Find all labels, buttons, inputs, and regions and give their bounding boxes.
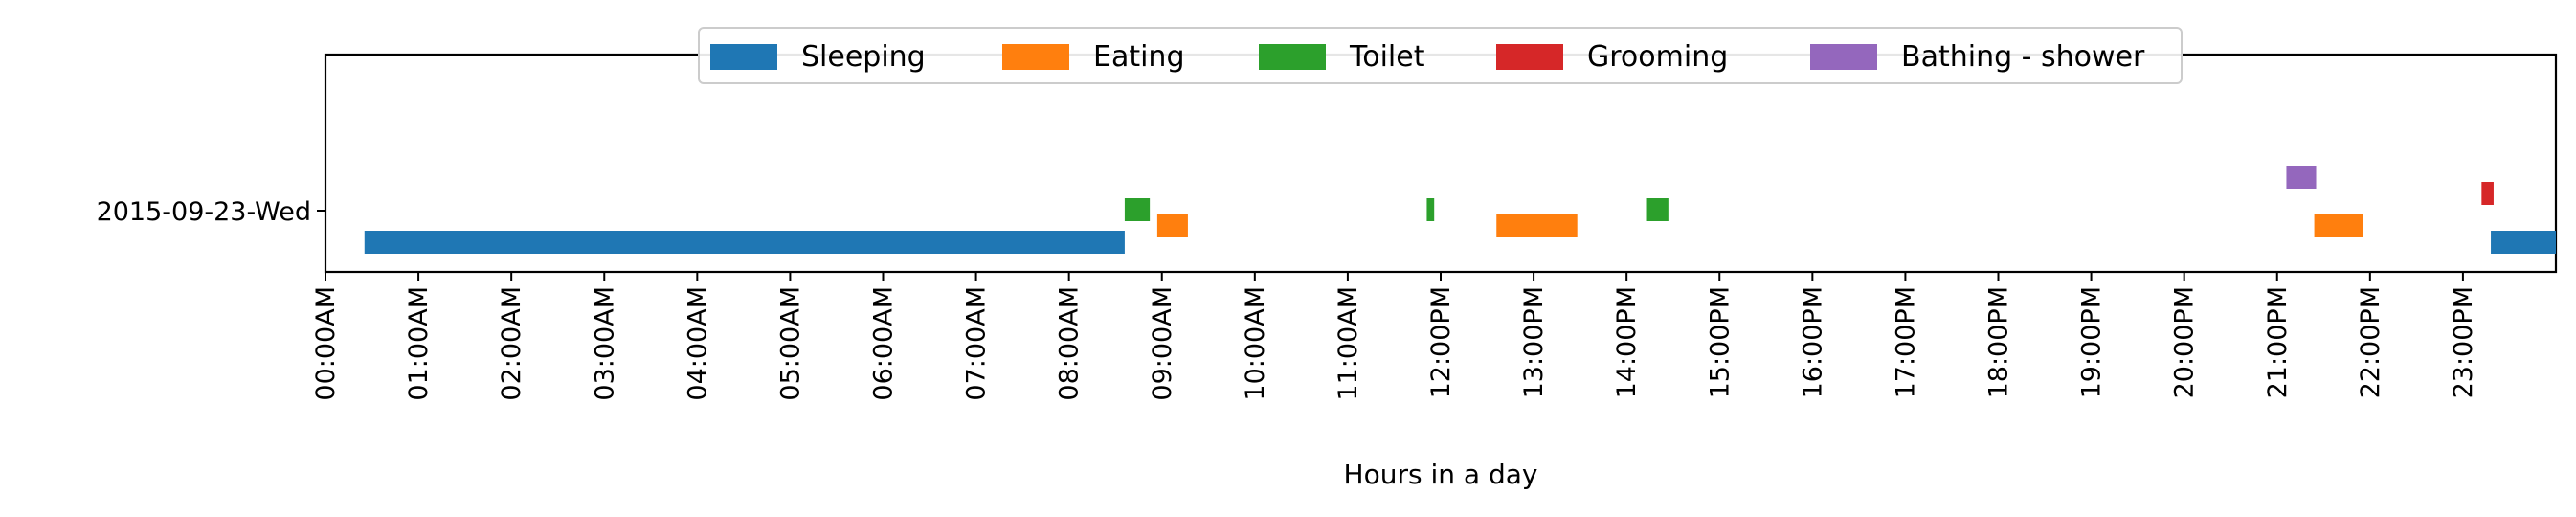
legend-label: Toilet: [1349, 40, 1425, 74]
bar-sleeping-2: [2491, 231, 2556, 254]
bar-eating-2: [1496, 214, 1578, 237]
x-tick-label: 23:00PM: [2449, 286, 2478, 398]
x-tick-label: 04:00AM: [683, 286, 712, 401]
legend: Sleeping Eating Toilet Grooming Bathing - sh…: [698, 27, 2183, 84]
x-tick-label: 07:00AM: [962, 286, 992, 401]
x-tick-label: 22:00PM: [2356, 286, 2386, 398]
x-tick-label: 10:00AM: [1241, 286, 1270, 401]
bar-toilet-3: [1646, 198, 1669, 221]
bar-bathing-shower-1: [2286, 166, 2317, 189]
x-tick-label: 00:00AM: [311, 286, 341, 401]
legend-swatch: [710, 44, 777, 70]
x-tick-label: 09:00AM: [1148, 286, 1177, 401]
activity-bars: [364, 166, 2556, 254]
bar-eating-1: [1156, 214, 1188, 237]
bar-grooming-1: [2481, 182, 2494, 205]
legend-label: Grooming: [1587, 40, 1728, 74]
x-tick-label: 16:00PM: [1798, 286, 1827, 398]
x-tick-label: 20:00PM: [2170, 286, 2200, 398]
x-tick-label: 01:00AM: [404, 286, 434, 401]
x-axis: 00:00AM 01:00AM 02:00AM 03:00AM 04:00AM 05:00…: [311, 272, 2478, 401]
bar-toilet-2: [1426, 198, 1435, 221]
y-axis: 2015-09-23-Wed: [97, 197, 325, 227]
bar-sleeping-1: [364, 231, 1125, 254]
bar-toilet-1: [1124, 198, 1151, 221]
legend-label: Eating: [1093, 40, 1185, 74]
x-tick-label: 05:00AM: [775, 286, 805, 401]
x-tick-label: 12:00PM: [1426, 286, 1456, 398]
legend-label: Bathing - shower: [1901, 40, 2145, 74]
x-tick-label: 15:00PM: [1705, 286, 1735, 398]
x-tick-label: 18:00PM: [1984, 286, 2014, 398]
x-tick-label: 21:00PM: [2263, 286, 2293, 398]
x-tick-label: 08:00AM: [1055, 286, 1085, 401]
legend-swatch: [1810, 44, 1877, 70]
x-tick-label: 03:00AM: [590, 286, 619, 401]
x-tick-label: 11:00AM: [1333, 286, 1363, 401]
x-tick-label: 06:00AM: [869, 286, 899, 401]
x-tick-label: 17:00PM: [1891, 286, 1920, 398]
x-tick-label: 19:00PM: [2077, 286, 2107, 398]
x-tick-label: 14:00PM: [1612, 286, 1642, 398]
x-axis-title: Hours in a day: [1344, 459, 1538, 490]
legend-swatch: [1259, 44, 1326, 70]
bar-eating-3: [2314, 214, 2363, 237]
legend-swatch: [1496, 44, 1563, 70]
legend-label: Sleeping: [801, 40, 926, 74]
x-tick-label: 13:00PM: [1519, 286, 1549, 398]
x-tick-label: 02:00AM: [497, 286, 526, 401]
y-tick-label: 2015-09-23-Wed: [97, 197, 311, 227]
legend-swatch: [1002, 44, 1069, 70]
